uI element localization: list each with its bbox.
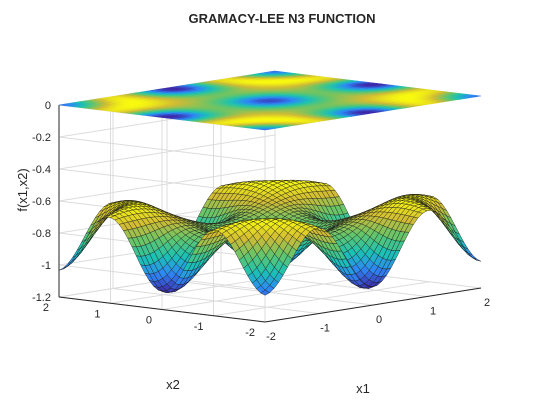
surface-cell xyxy=(467,252,477,260)
y-tick-label: 2 xyxy=(43,302,49,314)
z-tick-label: -0.8 xyxy=(32,228,51,240)
surface-cell xyxy=(260,289,270,296)
surface-mesh xyxy=(58,179,482,296)
x-axis-line xyxy=(264,287,482,323)
tick-labels: 0 -0.2 -0.4 -0.6 -0.8 -1 -1.2 -2 -1 0 1 2 -2 -1 0 1 2 xyxy=(32,100,490,343)
z-tick-label: -0.4 xyxy=(32,164,51,176)
z-axis-label: f(x1,x2) xyxy=(15,168,30,211)
contour-plane xyxy=(58,70,482,131)
y-tick-label: -2 xyxy=(245,327,255,339)
y-axis-line xyxy=(58,296,266,323)
y-tick-label: 0 xyxy=(146,315,152,327)
x-tick-label: 2 xyxy=(484,297,490,309)
x-tick-label: -2 xyxy=(266,331,276,343)
x-tick-label: 1 xyxy=(430,306,436,318)
chart-title: GRAMACY-LEE N3 FUNCTION xyxy=(188,11,375,26)
z-tick-label: -1.2 xyxy=(32,292,51,304)
y-tick-label: 1 xyxy=(94,308,100,320)
z-tick-label: 0 xyxy=(45,100,51,112)
x-tick-label: 0 xyxy=(376,314,382,326)
z-tick-label: -0.2 xyxy=(32,132,51,144)
y-tick-label: -1 xyxy=(194,321,204,333)
x-tick-label: -1 xyxy=(320,323,330,335)
y-axis-label: x2 xyxy=(166,377,180,392)
z-tick-label: -1 xyxy=(41,260,51,272)
x-axis-label: x1 xyxy=(356,381,370,396)
contour-cell xyxy=(269,70,281,73)
z-tick-label: -0.6 xyxy=(32,196,51,208)
